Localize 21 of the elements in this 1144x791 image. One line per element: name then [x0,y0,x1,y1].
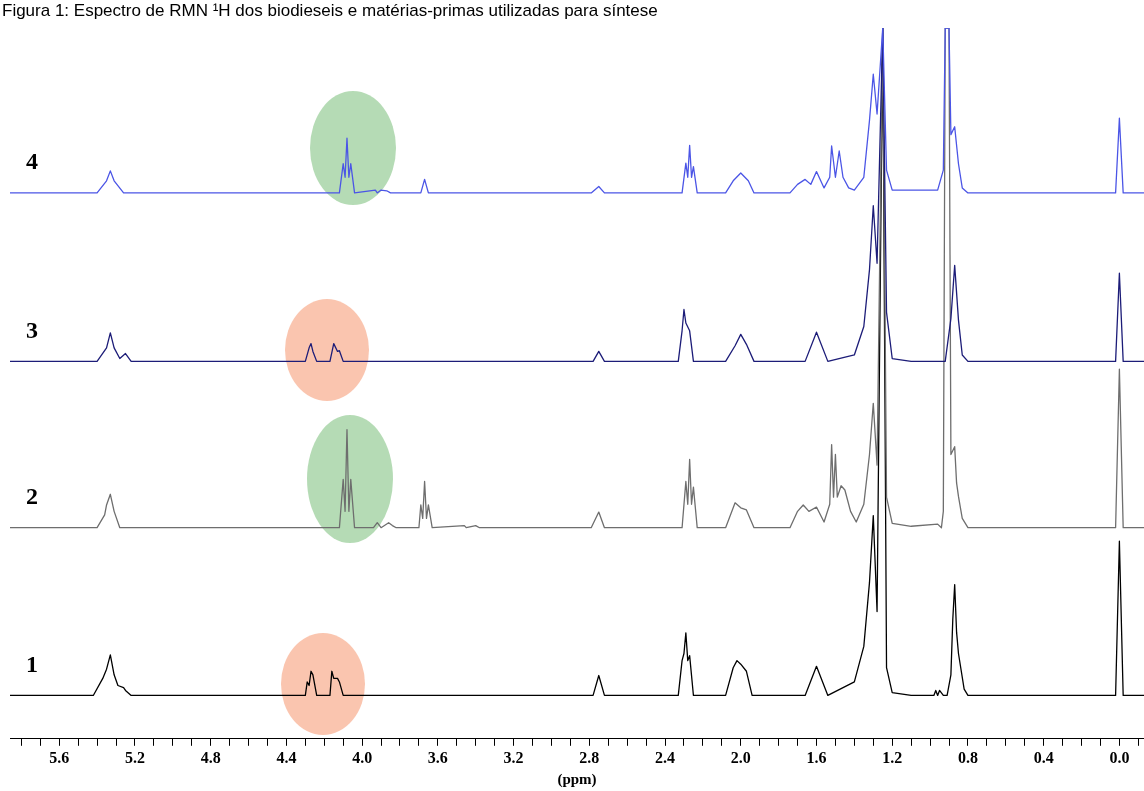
x-tick-label: 4.8 [200,748,221,766]
x-tick-label: 5.2 [124,748,145,766]
series-label: 4 [26,148,38,175]
x-tick-label: 4.0 [352,748,373,766]
series-label: 2 [26,482,38,509]
x-tick-label: 0.0 [1109,748,1130,766]
x-tick-label: 5.6 [49,748,70,766]
x-tick-label: 2.4 [655,748,676,766]
x-tick-label: 2.0 [730,748,751,766]
x-axis-title: (ppm) [557,770,597,788]
x-tick-label: 1.6 [806,748,827,766]
series-label: 1 [26,650,38,677]
chart-title: Figura 1: Espectro de RMN ¹H dos biodieseis e matérias-primas utilizadas para síntese [2,1,658,21]
x-tick-label: 3.2 [503,748,524,766]
x-tick-label: 0.4 [1033,748,1054,766]
x-tick-label: 3.6 [427,748,448,766]
series-label: 3 [26,316,38,343]
x-tick-label: 2.8 [579,748,600,766]
x-tick-label: 1.2 [882,748,903,766]
x-tick-label: 4.4 [276,748,297,766]
x-tick-label: 0.8 [957,748,978,766]
